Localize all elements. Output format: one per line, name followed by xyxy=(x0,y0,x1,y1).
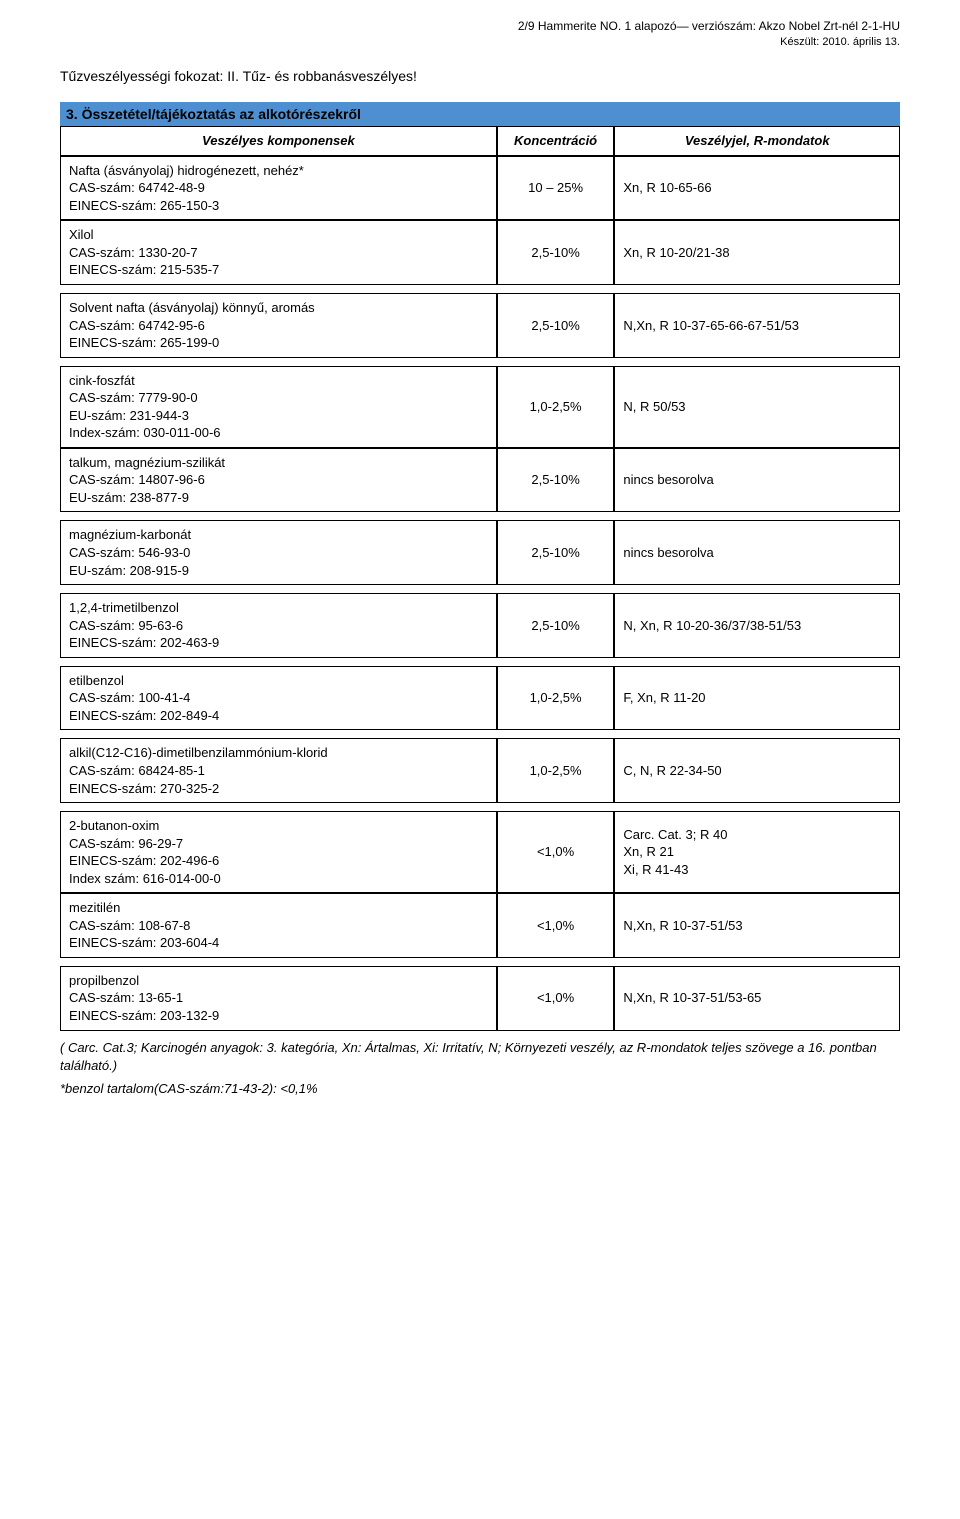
footnote-2: *benzol tartalom(CAS-szám:71-43-2): <0,1… xyxy=(60,1081,900,1096)
table-cell: F, Xn, R 11-20 xyxy=(614,666,900,731)
table-cell: N,Xn, R 10-37-65-66-67-51/53 xyxy=(614,293,900,358)
table-cell: N,Xn, R 10-37-51/53 xyxy=(614,893,900,958)
table-cell: cink-foszfátCAS-szám: 7779-90-0EU-szám: … xyxy=(60,366,497,448)
table-cell: mezitilénCAS-szám: 108-67-8EINECS-szám: … xyxy=(60,893,497,958)
table-cell: 10 – 25% xyxy=(497,156,615,221)
table-cell: 2-butanon-oximCAS-szám: 96-29-7EINECS-sz… xyxy=(60,811,497,893)
table-cell: Carc. Cat. 3; R 40Xn, R 21Xi, R 41-43 xyxy=(614,811,900,893)
table-cell: 1,0-2,5% xyxy=(497,666,615,731)
table-header-cell: Veszélyjel, R-mondatok xyxy=(614,126,900,156)
table-row: cink-foszfátCAS-szám: 7779-90-0EU-szám: … xyxy=(60,366,900,448)
composition-table: Solvent nafta (ásványolaj) könnyű, aromá… xyxy=(60,293,900,358)
table-cell: talkum, magnézium-szilikátCAS-szám: 1480… xyxy=(60,448,497,513)
table-cell: 2,5-10% xyxy=(497,593,615,658)
table-cell: C, N, R 22-34-50 xyxy=(614,738,900,803)
table-cell: nincs besorolva xyxy=(614,520,900,585)
table-row: 1,2,4-trimetilbenzolCAS-szám: 95-63-6EIN… xyxy=(60,593,900,658)
composition-table: cink-foszfátCAS-szám: 7779-90-0EU-szám: … xyxy=(60,366,900,513)
table-cell: 2,5-10% xyxy=(497,293,615,358)
table-cell: Xn, R 10-20/21-38 xyxy=(614,220,900,285)
table-cell: 1,0-2,5% xyxy=(497,366,615,448)
table-header-row: Veszélyes komponensekKoncentrációVeszély… xyxy=(60,126,900,156)
header-line-2: Készült: 2010. április 13. xyxy=(60,35,900,50)
footnote-1: ( Carc. Cat.3; Karcinogén anyagok: 3. ka… xyxy=(60,1039,900,1075)
table-cell: magnézium-karbonátCAS-szám: 546-93-0EU-s… xyxy=(60,520,497,585)
table-row: talkum, magnézium-szilikátCAS-szám: 1480… xyxy=(60,448,900,513)
table-cell: propilbenzolCAS-szám: 13-65-1EINECS-szám… xyxy=(60,966,497,1031)
composition-table: 2-butanon-oximCAS-szám: 96-29-7EINECS-sz… xyxy=(60,811,900,958)
table-cell: N, Xn, R 10-20-36/37/38-51/53 xyxy=(614,593,900,658)
table-row: magnézium-karbonátCAS-szám: 546-93-0EU-s… xyxy=(60,520,900,585)
table-cell: Xn, R 10-65-66 xyxy=(614,156,900,221)
table-header-cell: Veszélyes komponensek xyxy=(60,126,497,156)
table-row: alkil(C12-C16)-dimetilbenzilammónium-klo… xyxy=(60,738,900,803)
composition-table: magnézium-karbonátCAS-szám: 546-93-0EU-s… xyxy=(60,520,900,585)
composition-tables: Veszélyes komponensekKoncentrációVeszély… xyxy=(60,126,900,1030)
table-cell: Solvent nafta (ásványolaj) könnyű, aromá… xyxy=(60,293,497,358)
table-cell: 2,5-10% xyxy=(497,520,615,585)
section-title-bar: 3. Összetétel/tájékoztatás az alkotórész… xyxy=(60,102,900,126)
table-cell: 2,5-10% xyxy=(497,448,615,513)
table-cell: etilbenzolCAS-szám: 100-41-4EINECS-szám:… xyxy=(60,666,497,731)
table-cell: Nafta (ásványolaj) hidrogénezett, nehéz*… xyxy=(60,156,497,221)
table-cell: <1,0% xyxy=(497,893,615,958)
header-line-1: 2/9 Hammerite NO. 1 alapozó— verziószám:… xyxy=(60,18,900,35)
composition-table: Veszélyes komponensekKoncentrációVeszély… xyxy=(60,126,900,285)
table-row: Solvent nafta (ásványolaj) könnyű, aromá… xyxy=(60,293,900,358)
table-cell: N, R 50/53 xyxy=(614,366,900,448)
table-row: mezitilénCAS-szám: 108-67-8EINECS-szám: … xyxy=(60,893,900,958)
page-header: 2/9 Hammerite NO. 1 alapozó— verziószám:… xyxy=(60,18,900,50)
composition-table: 1,2,4-trimetilbenzolCAS-szám: 95-63-6EIN… xyxy=(60,593,900,658)
composition-table: etilbenzolCAS-szám: 100-41-4EINECS-szám:… xyxy=(60,666,900,731)
table-cell: <1,0% xyxy=(497,811,615,893)
fire-hazard: Tűzveszélyességi fokozat: II. Tűz- és ro… xyxy=(60,68,900,84)
composition-table: propilbenzolCAS-szám: 13-65-1EINECS-szám… xyxy=(60,966,900,1031)
table-row: 2-butanon-oximCAS-szám: 96-29-7EINECS-sz… xyxy=(60,811,900,893)
table-cell: XilolCAS-szám: 1330-20-7EINECS-szám: 215… xyxy=(60,220,497,285)
composition-table: alkil(C12-C16)-dimetilbenzilammónium-klo… xyxy=(60,738,900,803)
table-cell: nincs besorolva xyxy=(614,448,900,513)
table-cell: 1,0-2,5% xyxy=(497,738,615,803)
table-row: etilbenzolCAS-szám: 100-41-4EINECS-szám:… xyxy=(60,666,900,731)
table-cell: alkil(C12-C16)-dimetilbenzilammónium-klo… xyxy=(60,738,497,803)
table-cell: <1,0% xyxy=(497,966,615,1031)
table-cell: 1,2,4-trimetilbenzolCAS-szám: 95-63-6EIN… xyxy=(60,593,497,658)
table-cell: 2,5-10% xyxy=(497,220,615,285)
table-row: XilolCAS-szám: 1330-20-7EINECS-szám: 215… xyxy=(60,220,900,285)
table-row: propilbenzolCAS-szám: 13-65-1EINECS-szám… xyxy=(60,966,900,1031)
table-cell: N,Xn, R 10-37-51/53-65 xyxy=(614,966,900,1031)
table-header-cell: Koncentráció xyxy=(497,126,615,156)
table-row: Nafta (ásványolaj) hidrogénezett, nehéz*… xyxy=(60,156,900,221)
